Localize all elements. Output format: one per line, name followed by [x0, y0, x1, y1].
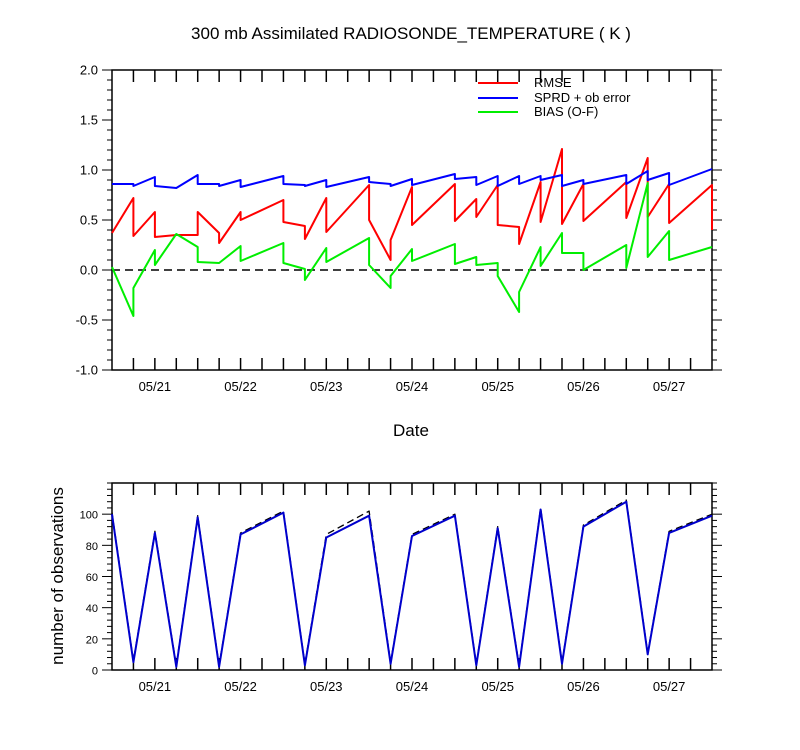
plot-frame	[111, 482, 713, 671]
y-tick-label: 0.0	[80, 263, 98, 278]
legend: RMSE SPRD + ob error BIAS (O-F)	[478, 75, 631, 119]
x-tick-label: 05/22	[224, 379, 257, 394]
y-tick-label: 2.0	[80, 63, 98, 78]
x-tick-label: 05/26	[567, 679, 600, 694]
chart-title: 300 mb Assimilated RADIOSONDE_TEMPERATUR…	[191, 24, 631, 43]
y-tick-label: 0.5	[80, 213, 98, 228]
x-tick-label: 05/24	[396, 679, 429, 694]
legend-label-sprd: SPRD + ob error	[534, 90, 631, 105]
y-tick-label: 20	[86, 634, 98, 646]
y-tick-label: -1.0	[76, 363, 98, 378]
y-tick-label: 60	[86, 572, 98, 584]
x-tick-label: 05/23	[310, 679, 343, 694]
x-tick-label: 05/25	[481, 679, 514, 694]
x-tick-label: 05/26	[567, 379, 600, 394]
y-tick-label: 40	[86, 603, 98, 615]
y-tick-label: -0.5	[76, 313, 98, 328]
y-tick-label: 1.0	[80, 163, 98, 178]
series-line-observations-assimilated	[111, 500, 713, 668]
x-tick-label: 05/25	[481, 379, 514, 394]
y-tick-label: 0	[92, 666, 98, 678]
x-tick-label: 05/24	[396, 379, 429, 394]
bottom-plot: 05/21 05/22 05/23 05/24 05/25 05/26 05/27 0 20 40…	[80, 482, 722, 694]
x-tick-label: 05/22	[224, 679, 257, 694]
x-axis-label: Date	[393, 421, 429, 440]
series-line-bias-o-f	[111, 182, 713, 317]
x-tick-label: 05/23	[310, 379, 343, 394]
series-line-observations-possible	[111, 499, 713, 666]
y-tick-label: 1.5	[80, 113, 98, 128]
series-line-sprd-ob-error	[112, 168, 713, 189]
legend-label-bias: BIAS (O-F)	[534, 104, 598, 119]
y-axis-label: number of observations	[48, 487, 67, 665]
x-tick-label: 05/21	[139, 679, 172, 694]
y-tick-label: 80	[86, 541, 98, 553]
x-tick-label: 05/27	[653, 679, 686, 694]
x-tick-label: 05/27	[653, 379, 686, 394]
legend-label-rmse: RMSE	[534, 75, 572, 90]
series-line-rmse	[111, 148, 713, 261]
top-plot: 05/21 05/22 05/23 05/24 05/25 05/26 05/27 -1.0 -…	[76, 63, 722, 394]
y-tick-label: 100	[80, 510, 98, 522]
x-tick-label: 05/21	[139, 379, 172, 394]
